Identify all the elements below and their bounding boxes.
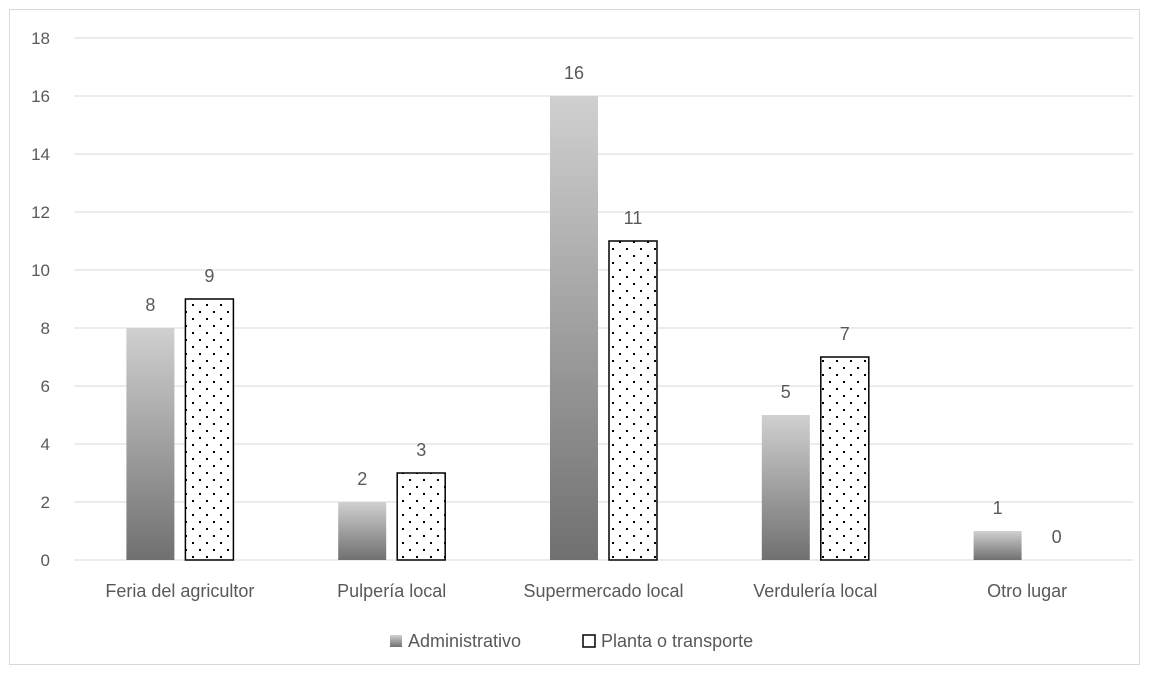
y-tick-label: 2 <box>41 493 50 512</box>
data-label: 9 <box>204 266 214 286</box>
data-labels: 8 9 2 3 16 11 5 7 1 0 <box>145 63 1061 547</box>
y-tick-label: 12 <box>31 203 50 222</box>
y-tick-label: 10 <box>31 261 50 280</box>
y-tick-label: 8 <box>41 319 50 338</box>
bar-administrativo <box>973 531 1022 560</box>
bar-administrativo <box>761 415 810 560</box>
bar-planta-o-transporte <box>184 298 235 561</box>
legend-swatch <box>582 634 596 648</box>
bars <box>126 96 1022 561</box>
x-axis-categories: Feria del agricultor Pulpería local Superm… <box>105 581 1067 601</box>
category-label: Verdulería local <box>753 581 877 601</box>
category-label: Pulpería local <box>337 581 446 601</box>
category-label: Otro lugar <box>987 581 1067 601</box>
data-label: 0 <box>1052 527 1062 547</box>
legend-label: Administrativo <box>408 631 521 651</box>
data-label: 7 <box>840 324 850 344</box>
bar-administrativo <box>126 328 175 560</box>
category-label: Feria del agricultor <box>105 581 254 601</box>
data-label: 8 <box>145 295 155 315</box>
data-label: 1 <box>993 498 1003 518</box>
data-label: 3 <box>416 440 426 460</box>
legend-swatch <box>390 635 402 647</box>
y-tick-label: 14 <box>31 145 50 164</box>
y-tick-label: 0 <box>41 551 50 570</box>
legend: Administrativo Planta o transporte <box>390 631 753 651</box>
data-label: 5 <box>781 382 791 402</box>
bar-planta-o-transporte <box>608 240 658 561</box>
bar-planta-o-transporte <box>820 356 870 561</box>
y-tick-label: 4 <box>41 435 50 454</box>
y-axis-ticks: 0 2 4 6 8 10 12 14 16 18 <box>31 29 50 570</box>
bar-administrativo <box>550 96 598 560</box>
y-tick-label: 6 <box>41 377 50 396</box>
y-tick-label: 16 <box>31 87 50 106</box>
y-tick-label: 18 <box>31 29 50 48</box>
data-label: 2 <box>357 469 367 489</box>
bar-planta-o-transporte <box>396 472 446 561</box>
legend-label: Planta o transporte <box>601 631 753 651</box>
data-label: 16 <box>564 63 584 83</box>
category-label: Supermercado local <box>523 581 683 601</box>
bar-administrativo <box>338 502 387 560</box>
grid-lines <box>74 37 1133 561</box>
data-label: 11 <box>624 208 643 228</box>
